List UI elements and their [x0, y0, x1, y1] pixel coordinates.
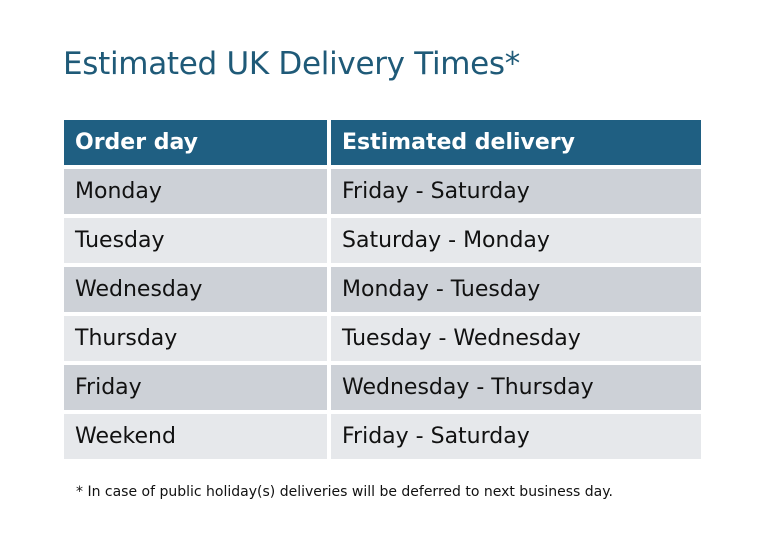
page-title: Estimated UK Delivery Times*	[63, 46, 520, 82]
table-row-delivery: Friday - Saturday	[331, 414, 701, 459]
table-row-order-day: Monday	[64, 169, 327, 214]
table-row-order-day: Weekend	[64, 414, 327, 459]
table-row-delivery: Monday - Tuesday	[331, 267, 701, 312]
delivery-table: Order day Estimated delivery Monday Frid…	[64, 120, 701, 459]
table-row-order-day: Thursday	[64, 316, 327, 361]
footnote: * In case of public holiday(s) deliverie…	[76, 484, 613, 500]
table-row-order-day: Tuesday	[64, 218, 327, 263]
table-row-order-day: Friday	[64, 365, 327, 410]
table-row-delivery: Tuesday - Wednesday	[331, 316, 701, 361]
table-row-order-day: Wednesday	[64, 267, 327, 312]
table-row-delivery: Friday - Saturday	[331, 169, 701, 214]
table-row-delivery: Saturday - Monday	[331, 218, 701, 263]
header-estimated-delivery: Estimated delivery	[331, 120, 701, 165]
table-row-delivery: Wednesday - Thursday	[331, 365, 701, 410]
header-order-day: Order day	[64, 120, 327, 165]
